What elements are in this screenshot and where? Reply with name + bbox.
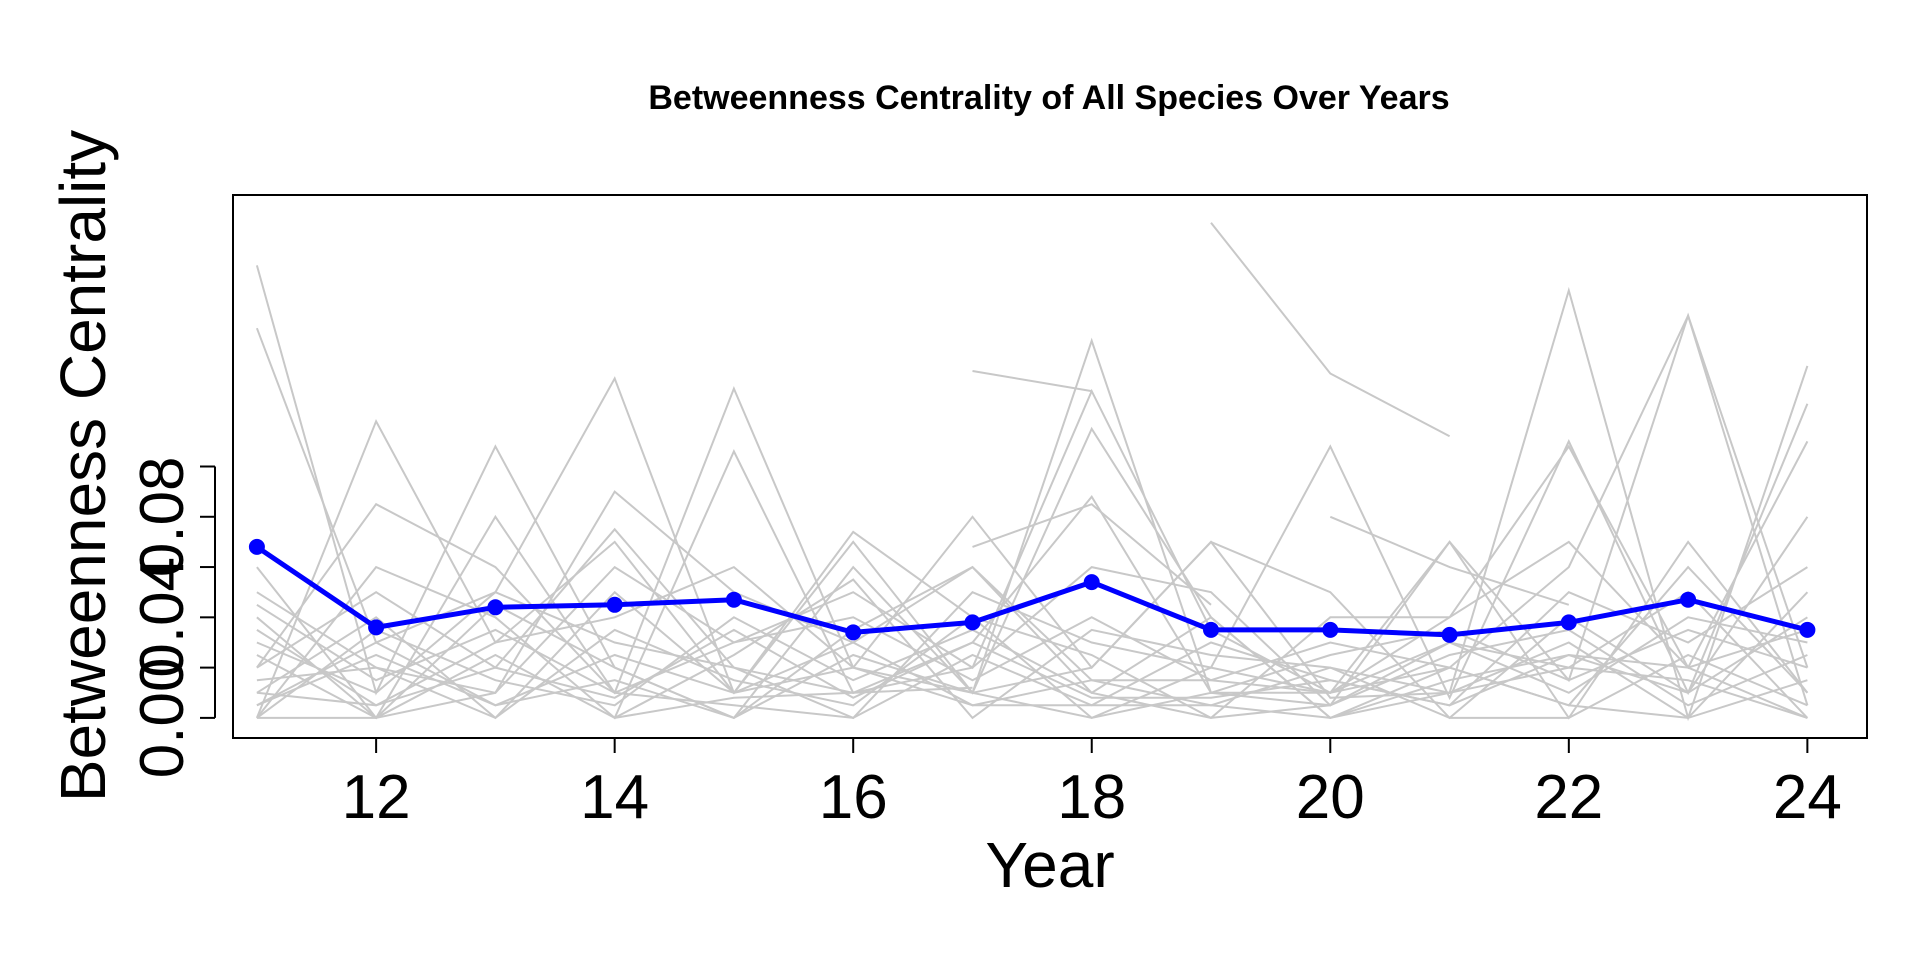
mean-point-24 [1799,621,1816,638]
mean-point-14 [606,596,623,613]
x-axis-title: Year [985,829,1114,901]
x-tick-label-14: 14 [580,763,649,832]
mean-line-group [248,538,1816,643]
mean-point-19 [1203,621,1219,638]
species-line-19 [256,641,1808,719]
plot-frame [232,194,1868,739]
species-line-5 [256,440,1809,720]
mean-point-21 [1441,626,1458,643]
species-line-11 [256,527,1808,707]
species-line-10 [256,565,1809,720]
y-tick-label-0: 0.00 [128,658,197,779]
mean-point-22 [1560,614,1577,631]
x-tick-label-20: 20 [1296,763,1365,832]
y-tick-label-2: 0.04 [128,557,197,678]
species-lines [255,222,1809,722]
species-line-17 [256,578,1808,720]
species-line-23 [1329,515,1570,606]
mean-point-17 [964,614,981,631]
species-line-4 [256,312,1809,720]
species-line-22 [1210,222,1451,438]
mean-point-23 [1680,591,1697,608]
y-axis-title: Betweenness Centrality [47,130,119,802]
species-line-24 [972,503,1212,606]
species-line-20 [256,628,1808,707]
species-line-3 [255,403,1809,720]
mean-point-16 [845,624,862,641]
species-line-2 [255,286,1809,722]
x-tick-label-18: 18 [1057,763,1126,832]
mean-point-12 [368,619,385,636]
species-line-21 [972,370,1092,393]
mean-point-11 [248,538,265,555]
y-axis: 0.000.040.08 [128,456,216,779]
species-line-1 [255,265,1809,720]
chart-title: Betweenness Centrality of All Species Ov… [648,79,1449,117]
species-line-16 [256,616,1808,720]
x-tick-label-16: 16 [819,763,888,832]
x-axis: 12 14 16 18 20 22 24 [342,738,1842,832]
mean-line [255,544,1809,638]
y-tick-label-4: 0.08 [128,456,197,577]
species-line-18 [256,603,1808,719]
mean-point-18 [1083,574,1100,591]
species-line-25 [614,686,973,719]
species-line-14 [256,616,1808,720]
x-tick-label-22: 22 [1534,763,1603,832]
mean-point-13 [487,599,504,616]
species-line-6 [256,449,1809,720]
mean-point-20 [1322,621,1339,638]
mean-point-15 [725,591,742,608]
species-line-7 [256,388,1808,720]
x-tick-label-24: 24 [1773,763,1842,832]
x-tick-label-12: 12 [342,763,411,832]
